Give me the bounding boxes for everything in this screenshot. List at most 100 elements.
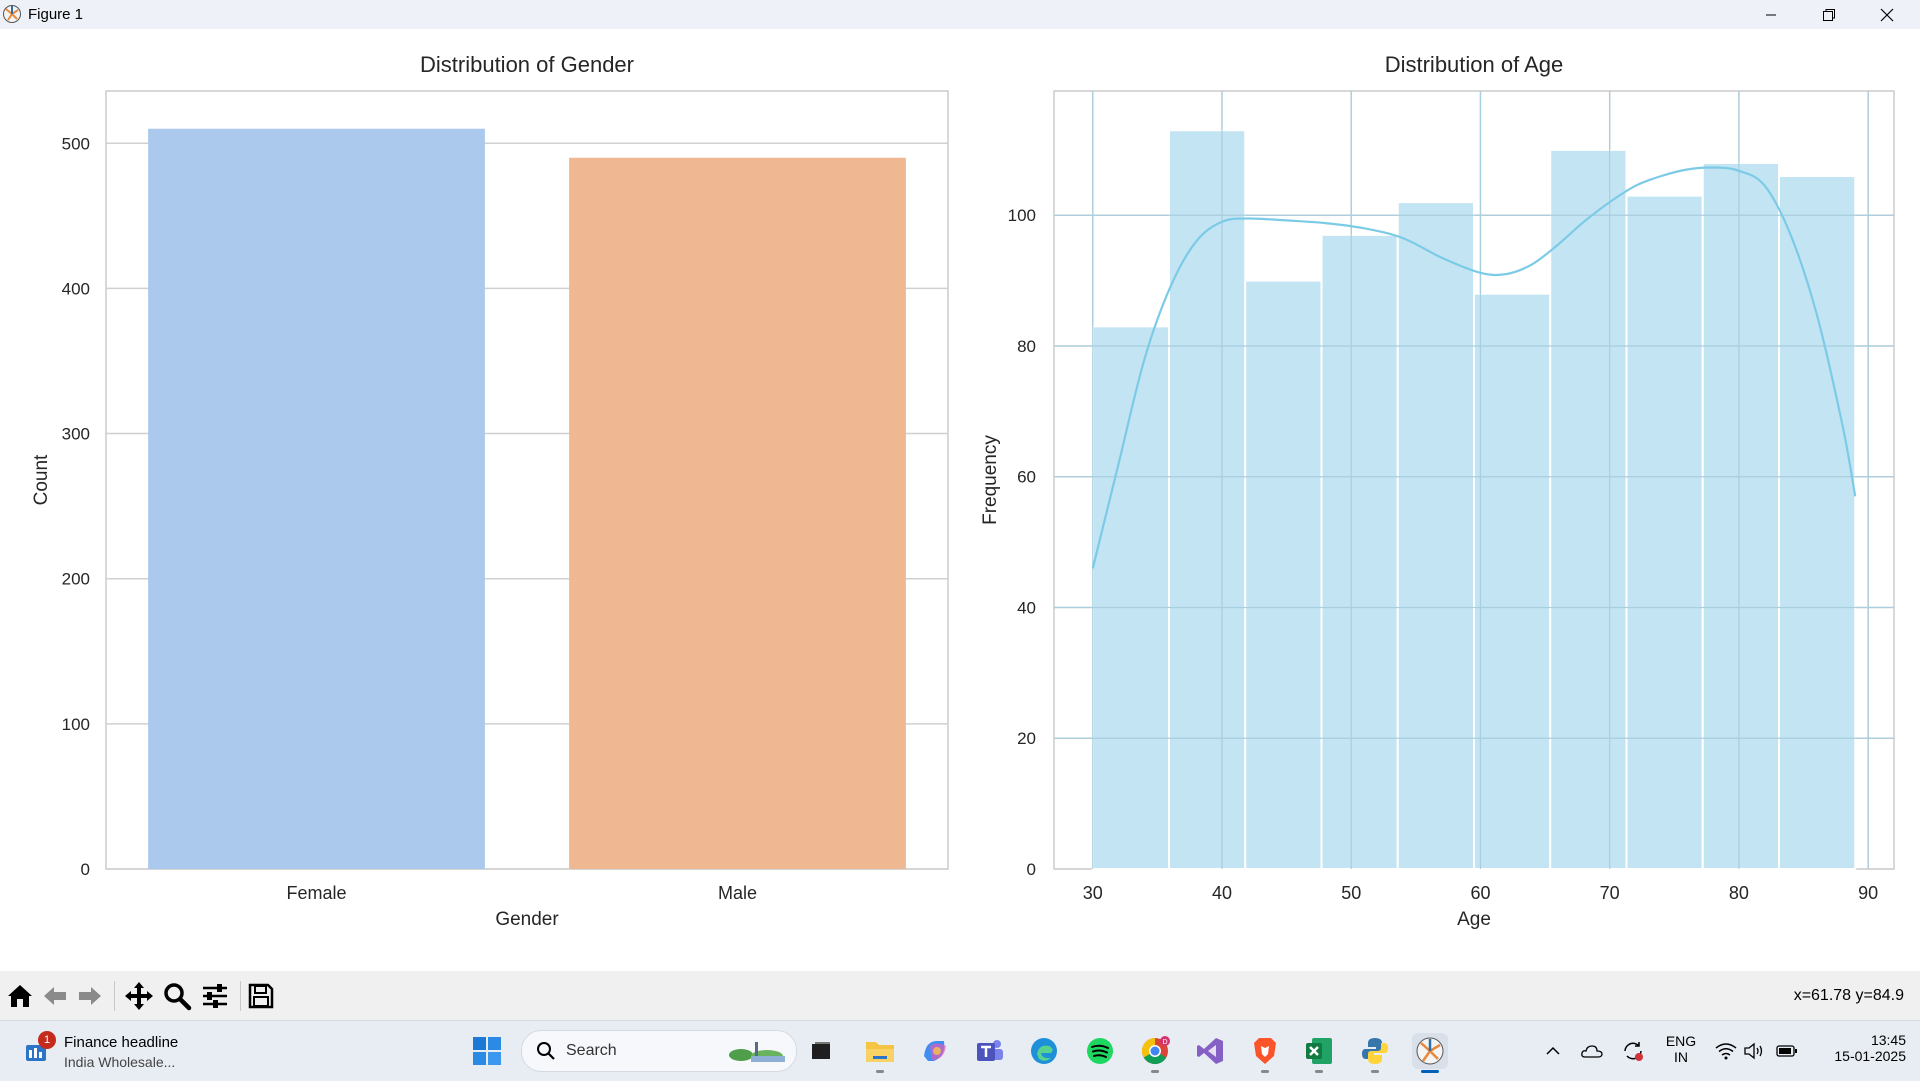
histogram-bin <box>1473 292 1552 871</box>
save-icon <box>248 983 274 1009</box>
taskbar-app-spotify[interactable] <box>1082 1033 1118 1069</box>
news-widget[interactable]: 1 Finance headline India Wholesale... <box>20 1029 200 1073</box>
toolbar-separator <box>240 981 241 1011</box>
taskbar-app-chrome[interactable]: D <box>1137 1033 1173 1073</box>
taskbar-app-teams[interactable] <box>972 1033 1008 1069</box>
figure-canvas[interactable]: 0 100 200 300 400 500 Female Male Distribution… <box>0 29 1920 971</box>
news-badge: 1 <box>38 1031 56 1049</box>
x-tick-label: 70 <box>1600 883 1620 903</box>
visual-studio-icon <box>1197 1038 1223 1064</box>
clock[interactable]: 13:45 15-01-2025 <box>1806 1032 1906 1064</box>
home-button[interactable] <box>3 979 37 1013</box>
taskbar-app-taskview[interactable] <box>803 1033 839 1069</box>
taskbar-app-edge[interactable] <box>1026 1033 1062 1069</box>
age-y-label: Frequency <box>980 435 1001 525</box>
back-icon <box>44 987 66 1005</box>
pan-button[interactable] <box>122 979 156 1013</box>
search-highlight-icon <box>729 1042 785 1062</box>
running-indicator <box>876 1070 884 1073</box>
start-button[interactable] <box>469 1033 505 1069</box>
x-tick-label: Female <box>286 883 346 903</box>
forward-button[interactable] <box>73 979 107 1013</box>
histogram-bin <box>1549 148 1628 871</box>
chrome-profile-badge: D <box>1162 1039 1167 1046</box>
age-gridlines-overlay <box>1054 91 1894 869</box>
histogram-bin <box>1244 279 1323 871</box>
navigation-toolbar: x=61.78 y=84.9 <box>0 971 1920 1020</box>
running-indicator <box>1261 1070 1269 1073</box>
back-button[interactable] <box>38 979 72 1013</box>
cursor-coordinates: x=61.78 y=84.9 <box>1793 987 1904 1004</box>
bar-male <box>569 157 906 869</box>
y-tick-label: 0 <box>81 860 90 879</box>
matplotlib-logo-icon <box>1416 1037 1444 1065</box>
y-tick-label: 400 <box>62 279 90 298</box>
minimize-button[interactable] <box>1742 0 1800 29</box>
zoom-button[interactable] <box>160 979 194 1013</box>
y-tick-label: 100 <box>1008 206 1036 225</box>
taskbar-app-python[interactable] <box>1357 1033 1393 1073</box>
volume-button[interactable] <box>1742 1039 1766 1063</box>
sync-button[interactable] <box>1621 1039 1645 1063</box>
python-icon <box>1362 1038 1388 1064</box>
x-tick-label: 40 <box>1212 883 1232 903</box>
clock-date: 15-01-2025 <box>1834 1048 1906 1064</box>
battery-button[interactable] <box>1775 1039 1799 1063</box>
histogram-bin <box>1701 161 1780 871</box>
histogram-bin <box>1625 194 1704 870</box>
close-icon <box>1880 8 1894 21</box>
taskbar-app-file-explorer[interactable] <box>862 1033 898 1073</box>
age-histogram: 0 20 40 60 80 100 30 40 50 60 70 80 90 Distribution… <box>980 52 1895 930</box>
wifi-button[interactable] <box>1714 1039 1738 1063</box>
configure-subplots-button[interactable] <box>198 979 232 1013</box>
running-indicator <box>1371 1070 1379 1073</box>
taskbar-app-visual-studio[interactable] <box>1192 1033 1228 1069</box>
language-indicator[interactable]: ENG IN <box>1656 1033 1706 1065</box>
x-tick-label: 50 <box>1341 883 1361 903</box>
zoom-icon <box>164 983 192 1011</box>
gender-bars <box>148 128 906 870</box>
cloud-icon <box>1581 1045 1603 1058</box>
x-tick-label: 80 <box>1729 883 1749 903</box>
restore-button[interactable] <box>1800 0 1858 29</box>
region-code: IN <box>1674 1049 1688 1065</box>
y-tick-label: 200 <box>62 570 90 589</box>
language-code: ENG <box>1665 1033 1697 1049</box>
taskbar-search[interactable]: Search <box>521 1030 797 1072</box>
histogram-bin <box>1396 201 1476 870</box>
histogram-bin <box>1777 174 1857 871</box>
active-indicator <box>1421 1070 1439 1073</box>
taskbar-app-brave[interactable] <box>1247 1033 1283 1073</box>
histogram-bin <box>1320 233 1399 871</box>
taskbar-app-copilot[interactable] <box>917 1033 953 1069</box>
y-tick-label: 500 <box>62 134 90 153</box>
y-tick-label: 300 <box>62 425 90 444</box>
x-tick-label: Male <box>718 883 757 903</box>
close-button[interactable] <box>1858 0 1916 29</box>
minimize-icon <box>1766 14 1776 15</box>
age-kde-curve <box>1091 166 1857 569</box>
save-button[interactable] <box>244 979 278 1013</box>
x-tick-label: 30 <box>1083 883 1103 903</box>
show-hidden-icons-button[interactable] <box>1541 1039 1565 1063</box>
matplotlib-logo-icon <box>3 5 21 23</box>
age-x-label: Age <box>1457 909 1491 930</box>
clock-time: 13:45 <box>1870 1032 1906 1048</box>
age-chart-title: Distribution of Age <box>1385 52 1564 77</box>
running-indicator <box>1315 1070 1323 1073</box>
window-titlebar: Figure 1 <box>0 0 1920 29</box>
taskbar-app-matplotlib[interactable] <box>1412 1033 1448 1073</box>
brave-icon <box>1254 1038 1276 1064</box>
y-tick-label: 0 <box>1027 860 1036 879</box>
news-icon <box>26 1045 46 1061</box>
taskbar-app-excel[interactable] <box>1301 1033 1337 1073</box>
edge-icon <box>1031 1038 1057 1064</box>
gender-x-ticks: Female Male <box>286 883 757 903</box>
y-tick-label: 40 <box>1017 598 1036 617</box>
search-icon <box>537 1042 555 1060</box>
chevron-up-icon <box>1546 1046 1560 1055</box>
sync-icon <box>1624 1042 1643 1061</box>
y-tick-label: 80 <box>1017 337 1036 356</box>
onedrive-button[interactable] <box>1580 1039 1604 1063</box>
battery-icon <box>1776 1045 1797 1057</box>
